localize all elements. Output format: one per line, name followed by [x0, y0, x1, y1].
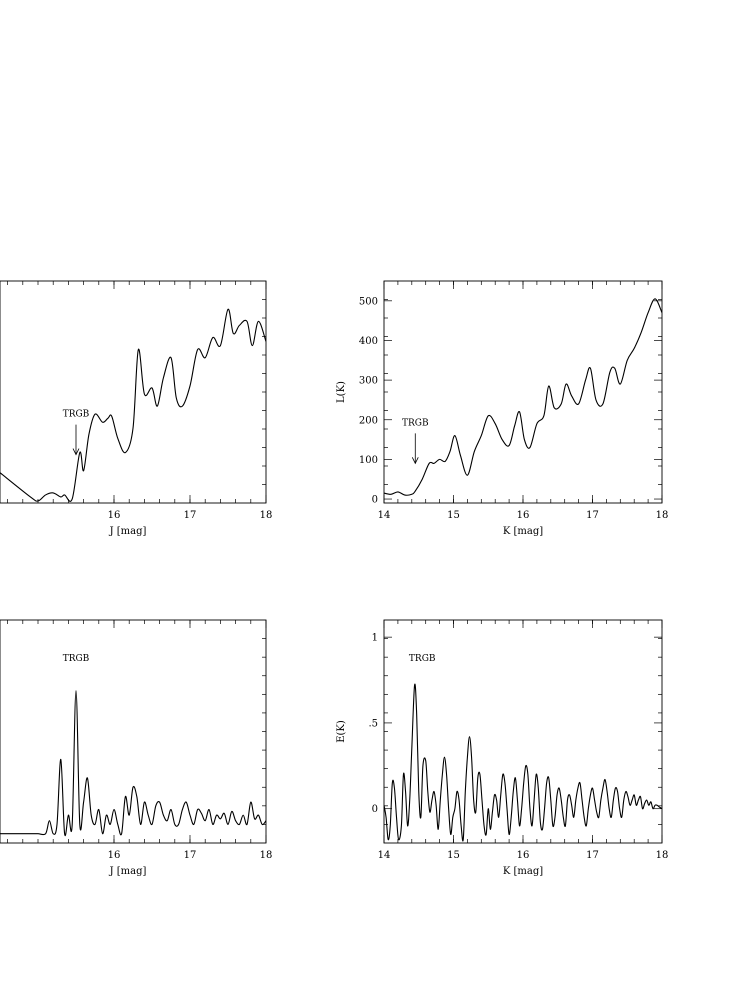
x-tick-label: 16 [517, 850, 530, 861]
panel-bottom-left-series-line-0 [0, 690, 266, 837]
panel-top-right-series-line-0 [384, 298, 662, 496]
y-tick-label: 200 [359, 415, 378, 426]
panel-top-left-xlabel: J [mag] [109, 526, 147, 537]
panel-top-right-xlabel: K [mag] [503, 526, 543, 537]
panel-top-left-series-line-0 [0, 308, 266, 502]
x-tick-label: 18 [656, 850, 669, 861]
panel-bottom-right-ylabel: E(K) [336, 720, 347, 743]
panel-bottom-right-minor-ticks [383, 620, 663, 843]
panel-bottom-right-frame [383, 619, 663, 844]
panel-top-right-annotation: TRGB [402, 418, 429, 428]
panel-top-left-annotation: TRGB [63, 410, 90, 420]
panel-bottom-left-minor-ticks [7, 620, 267, 843]
panel-top-left-arrow-head [72, 448, 80, 456]
y-tick-label: 1 [372, 633, 378, 644]
x-tick-label: 17 [586, 510, 599, 521]
y-tick-label: 400 [359, 336, 378, 347]
panel-bottom-left-frame [0, 619, 267, 844]
y-tick-label: 0 [372, 495, 378, 506]
panel-top-right-arrow-head [411, 457, 419, 465]
panel-bottom-right: 14 15 16 17 18 0 .5 1 TRGB K [mag] E(K) [336, 619, 669, 877]
panel-bottom-left-xlabel: J [mag] [109, 866, 147, 877]
x-tick-label: 17 [184, 850, 197, 861]
x-tick-label: 16 [108, 850, 121, 861]
x-tick-label: 14 [378, 510, 391, 521]
y-tick-label: 500 [359, 296, 378, 307]
x-tick-label: 17 [184, 510, 197, 521]
x-tick-label: 18 [260, 850, 273, 861]
panel-bottom-right-series-line-0 [384, 683, 662, 842]
y-tick-label: .5 [368, 718, 378, 729]
y-tick-label: 300 [359, 376, 378, 387]
y-tick-label: 0 [372, 804, 378, 815]
y-tick-label: 100 [359, 455, 378, 466]
x-tick-label: 17 [586, 850, 599, 861]
panel-top-right-ylabel: L(K) [336, 381, 347, 403]
x-tick-label: 16 [517, 510, 530, 521]
panel-bottom-right-annotation: TRGB [409, 654, 436, 664]
x-tick-label: 14 [378, 850, 391, 861]
panel-top-right-frame [383, 280, 663, 504]
panel-top-left-frame [0, 280, 267, 504]
x-tick-label: 15 [447, 850, 460, 861]
x-tick-label: 16 [108, 510, 121, 521]
x-tick-label: 15 [447, 510, 460, 521]
panel-bottom-left-annotation: TRGB [63, 654, 90, 664]
panel-bottom-right-xlabel: K [mag] [503, 866, 543, 877]
panel-top-left: 16 17 18 TRGB J [mag] [0, 280, 273, 537]
x-tick-label: 18 [260, 510, 273, 521]
panel-top-left-minor-ticks [7, 281, 267, 503]
x-tick-label: 18 [656, 510, 669, 521]
panel-bottom-left: 16 17 18 TRGB J [mag] [0, 619, 273, 877]
